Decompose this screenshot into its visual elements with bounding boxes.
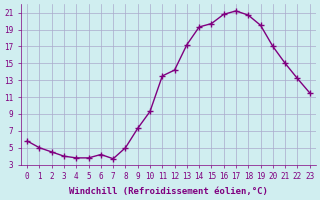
X-axis label: Windchill (Refroidissement éolien,°C): Windchill (Refroidissement éolien,°C) bbox=[69, 187, 268, 196]
